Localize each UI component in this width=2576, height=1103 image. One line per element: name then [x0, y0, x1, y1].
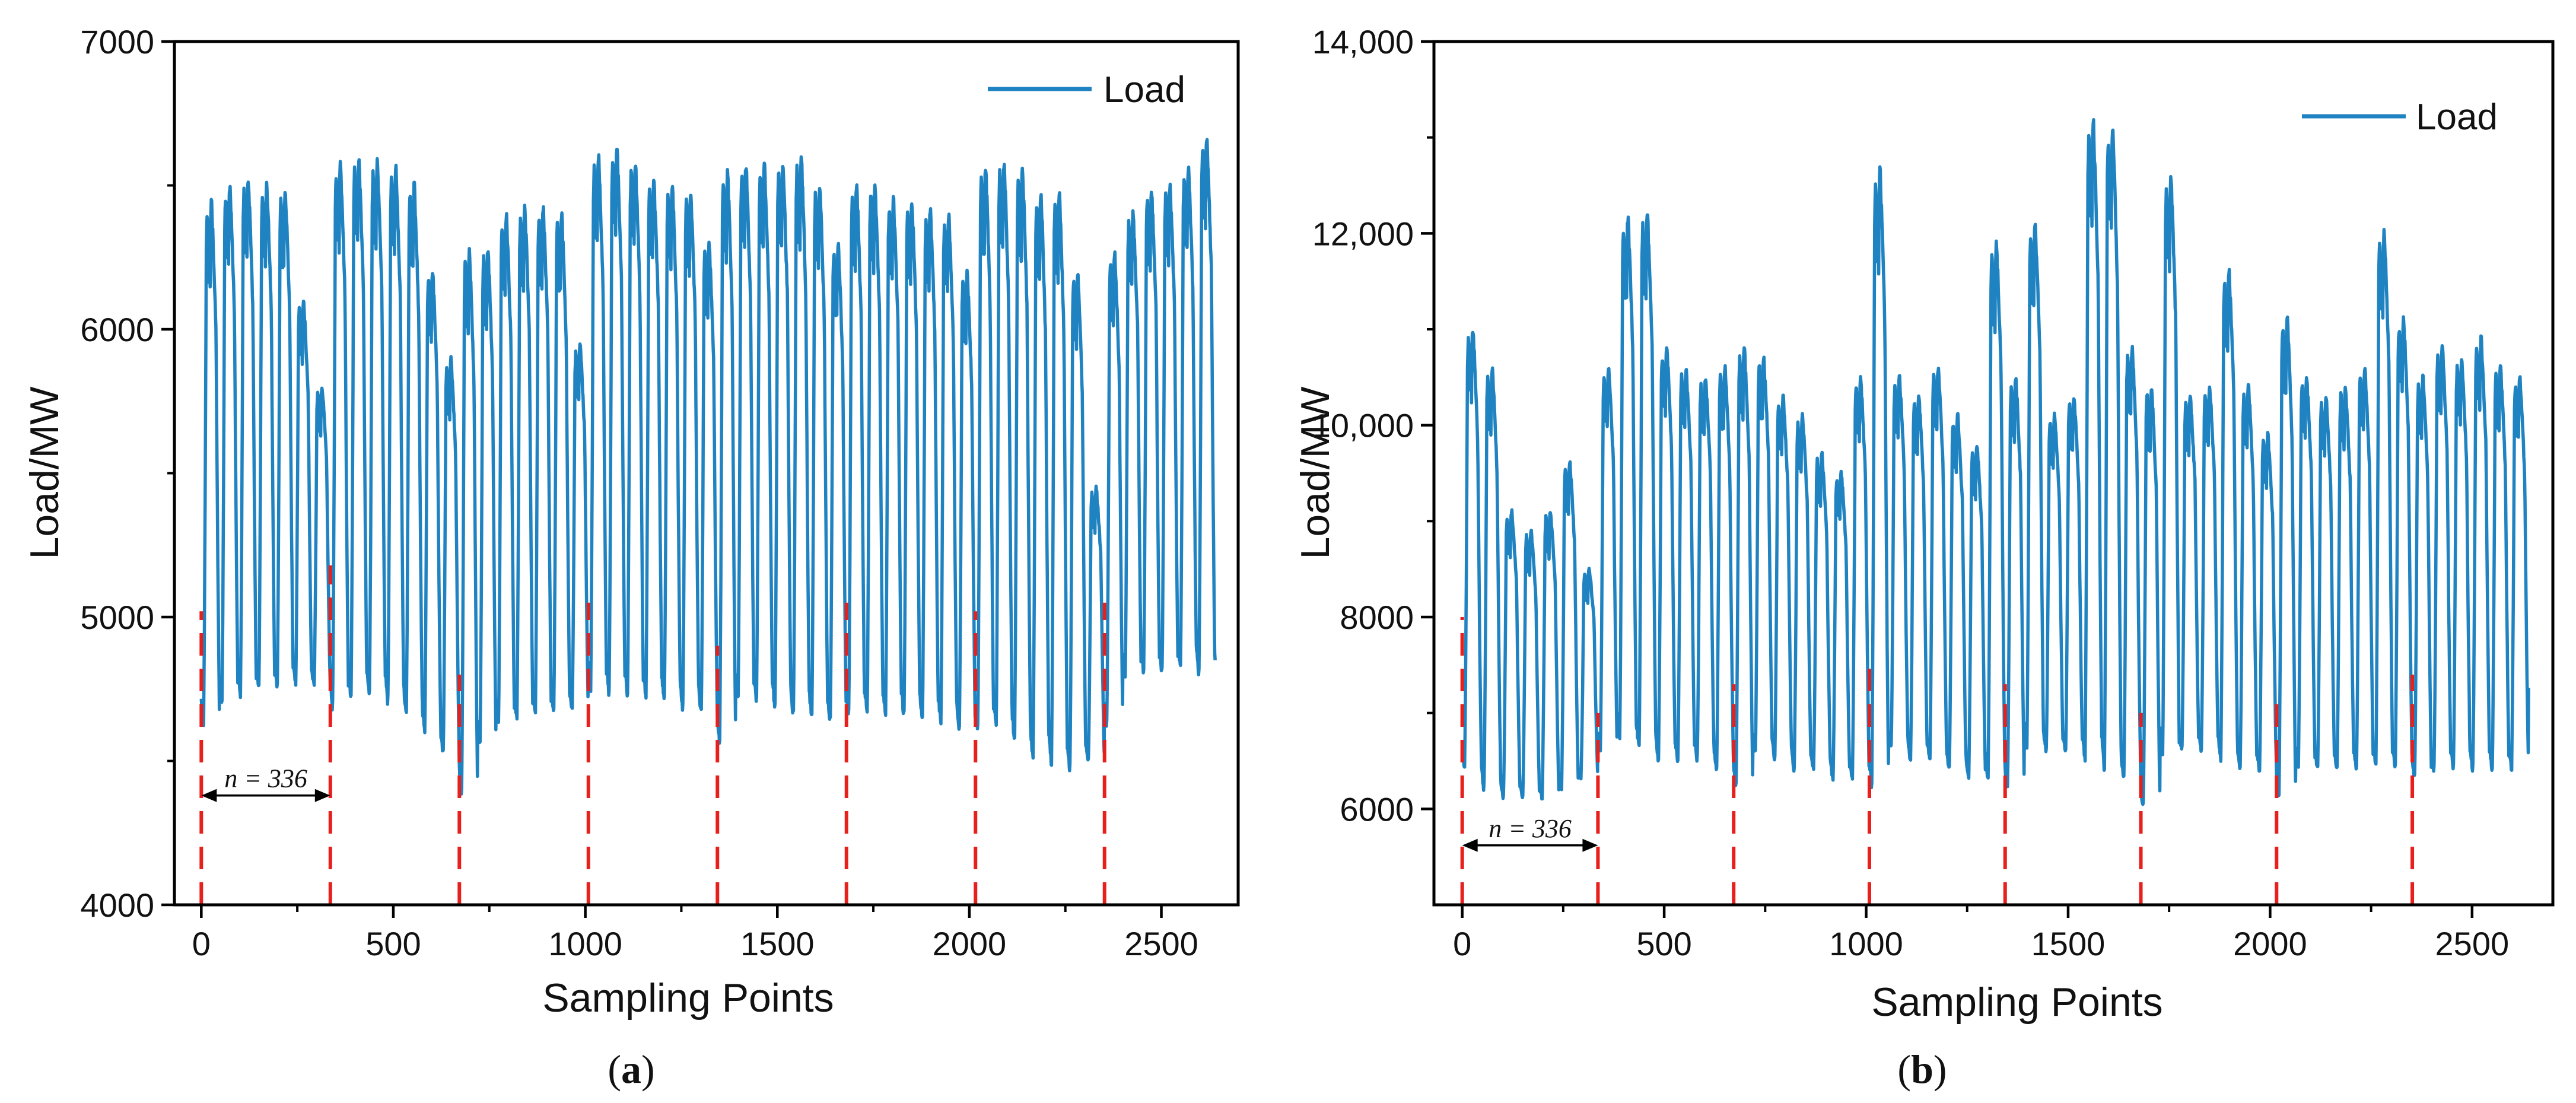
- chart-b-ticks: 0 500 1000 1500 2000 2500 6000 8000 10,000 12,000…: [1312, 23, 2509, 962]
- chart-b-period-arrowhead-left: [1462, 838, 1478, 852]
- chart-a-x-tick-label: 2000: [933, 925, 1007, 962]
- chart-a: n = 336 0 500 1000 1500 2000 2500 4000 5000 6000…: [22, 23, 1240, 1092]
- chart-b-x-tick-label: 1000: [1829, 925, 1903, 962]
- chart-b-y-tick-label: 8000: [1340, 599, 1414, 636]
- chart-b: n = 336 0 500 1000 1500 2000 2500 6000 8000 10,0…: [1293, 23, 2555, 1092]
- chart-b-y-axis-label: Load/MW: [1293, 387, 1338, 560]
- chart-b-y-tick-label: 6000: [1340, 790, 1414, 828]
- chart-a-y-tick-label: 7000: [80, 23, 154, 61]
- chart-a-load-series: [199, 138, 1217, 796]
- chart-a-x-tick-label: 1500: [740, 925, 815, 962]
- chart-a-period-annotation: n = 336: [224, 764, 307, 793]
- chart-b-legend-label: Load: [2416, 97, 2498, 138]
- chart-b-period-annotation: n = 336: [1489, 814, 1572, 843]
- chart-b-legend: Load: [2302, 97, 2498, 138]
- chart-a-y-tick-label: 5000: [80, 599, 154, 636]
- chart-b-x-axis-label: Sampling Points: [1871, 980, 2162, 1025]
- chart-b-period-arrowhead-right: [1582, 838, 1598, 852]
- chart-a-period-arrowhead-right: [314, 789, 330, 802]
- chart-b-plot-area: n = 336: [1460, 118, 2530, 905]
- chart-b-x-tick-label: 2000: [2233, 925, 2307, 962]
- chart-a-period-arrowhead-left: [201, 789, 217, 802]
- chart-a-x-tick-label: 2500: [1124, 925, 1198, 962]
- chart-b-y-tick-label: 12,000: [1312, 215, 1414, 252]
- chart-b-load-series: [1460, 118, 2530, 806]
- chart-b-panel-label: (b): [1897, 1047, 1947, 1092]
- chart-b-x-tick-label: 1500: [2031, 925, 2106, 962]
- chart-b-axes-frame: [1432, 40, 2555, 907]
- chart-b-y-tick-label: 10,000: [1312, 407, 1414, 444]
- chart-a-plot-area: n = 336: [199, 138, 1217, 905]
- chart-a-x-tick-label: 0: [192, 925, 211, 962]
- chart-a-y-tick-label: 4000: [80, 886, 154, 924]
- chart-b-x-tick-label: 500: [1636, 925, 1691, 962]
- chart-a-x-axis-label: Sampling Points: [542, 975, 834, 1021]
- chart-b-x-tick-label: 2500: [2435, 925, 2510, 962]
- chart-a-legend-label: Load: [1103, 69, 1185, 110]
- chart-a-x-tick-label: 1000: [548, 925, 622, 962]
- chart-a-panel-label: (a): [608, 1047, 654, 1092]
- chart-b-y-tick-label: 14,000: [1312, 23, 1414, 61]
- chart-a-legend: Load: [988, 69, 1185, 110]
- chart-a-ticks: 0 500 1000 1500 2000 2500 4000 5000 6000 7000: [80, 23, 1198, 962]
- chart-a-y-tick-label: 6000: [80, 311, 154, 348]
- chart-a-y-axis-label: Load/MW: [22, 387, 67, 560]
- chart-b-x-tick-label: 0: [1453, 925, 1471, 962]
- chart-a-x-tick-label: 500: [365, 925, 421, 962]
